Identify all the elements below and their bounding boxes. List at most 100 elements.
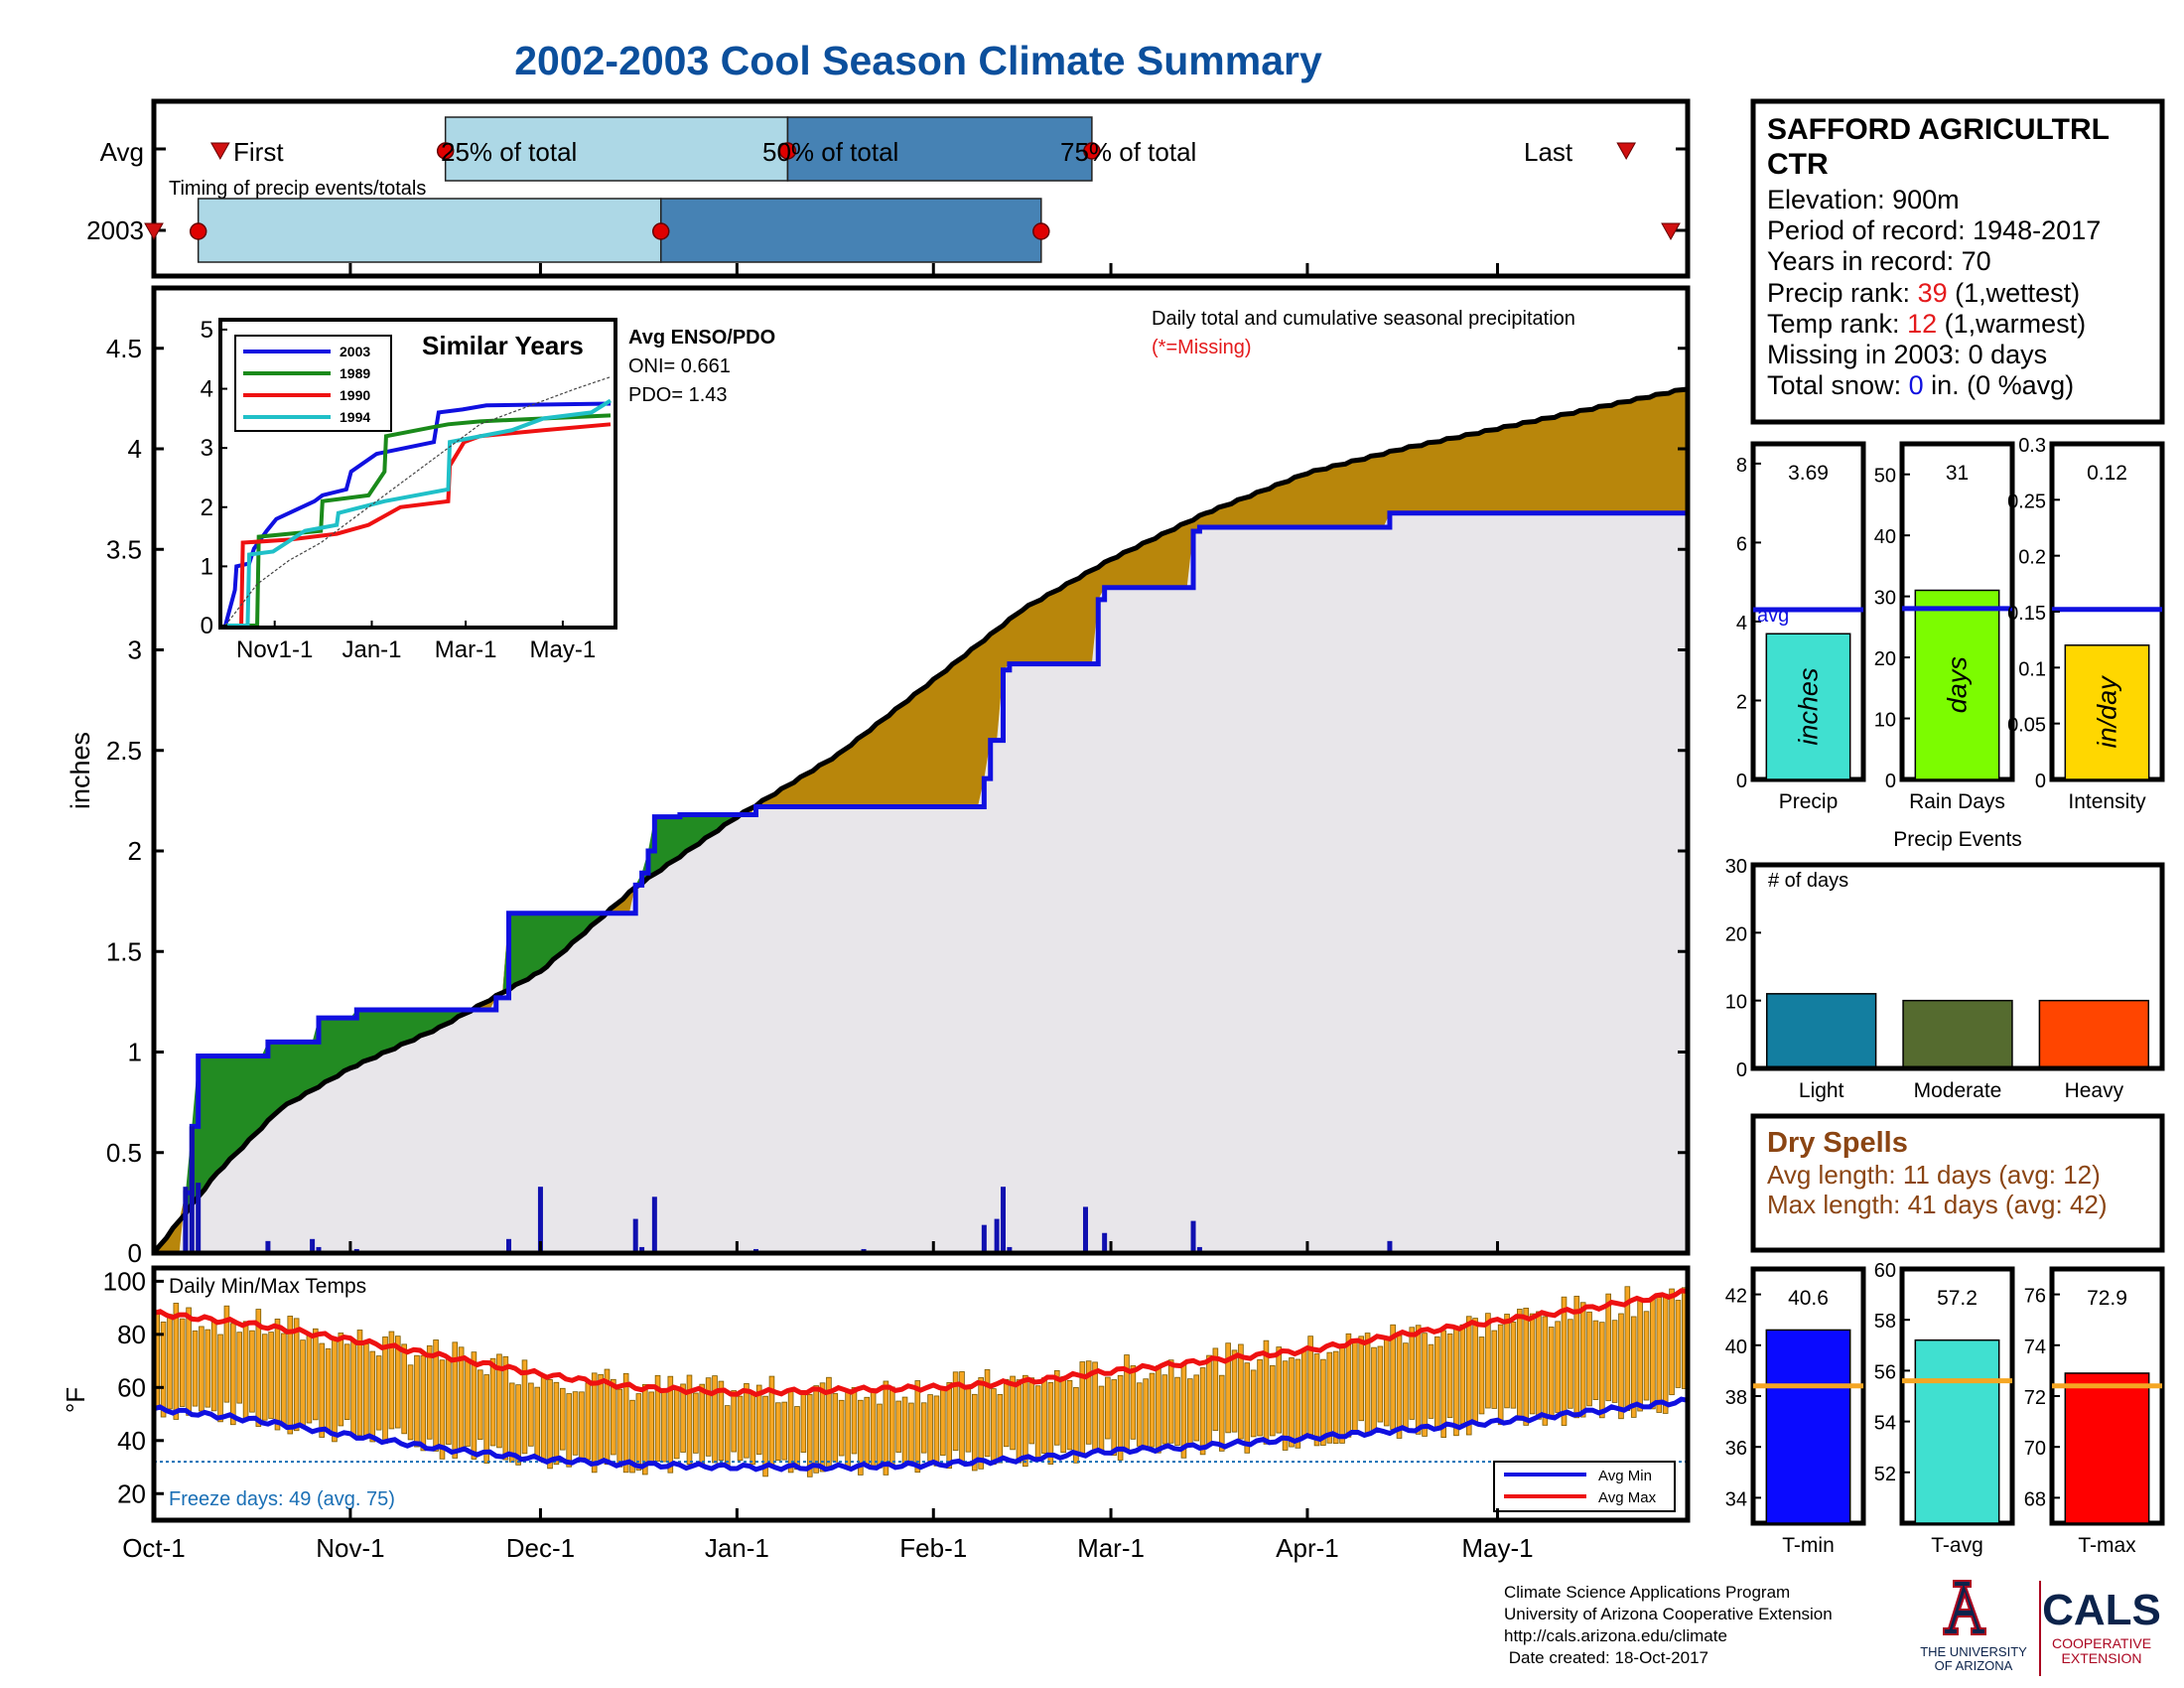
daily-temp-bar xyxy=(1263,1339,1270,1445)
daily-temp-bar xyxy=(585,1382,592,1461)
temp-ylabel: °F xyxy=(61,1387,90,1413)
daily-temp-bar xyxy=(1149,1372,1156,1448)
dry-max-length: Max length: 41 days (avg: 42) xyxy=(1767,1190,2108,1219)
daily-temp-bar xyxy=(1529,1313,1536,1415)
panel-value-label: 72.9 xyxy=(2087,1287,2127,1310)
daily-temp-bar xyxy=(534,1386,541,1457)
month-tick-label: Oct-1 xyxy=(122,1533,186,1563)
daily-temp-bar xyxy=(667,1375,674,1474)
daily-temp-bar xyxy=(230,1323,236,1426)
temperature-panel: 20 40 60 80 100 Daily Min/Max Temps °F Freez… xyxy=(61,1241,1691,1563)
station-precip-rank: Precip rank: 39 (1,wettest) xyxy=(1767,278,2080,308)
daily-temp-bar xyxy=(1675,1300,1682,1388)
daily-temp-bar xyxy=(1066,1379,1073,1451)
panel-y-tick-label: 56 xyxy=(1874,1361,1896,1383)
timing-avg-last-marker xyxy=(1616,142,1637,161)
main-ylabel: inches xyxy=(66,732,95,809)
events-category-label: Light xyxy=(1799,1079,1844,1102)
daily-temp-bar xyxy=(1611,1320,1618,1403)
daily-temp-bar xyxy=(718,1380,725,1462)
daily-temp-bar xyxy=(1073,1386,1079,1464)
daily-temp-bar xyxy=(1105,1376,1111,1440)
daily-temp-bar xyxy=(508,1382,515,1463)
events-y-tick-label: 0 xyxy=(1736,1059,1747,1081)
daily-temp-bar xyxy=(255,1309,262,1427)
daily-temp-bar xyxy=(521,1359,528,1455)
enso-title: Avg ENSO/PDO xyxy=(628,327,775,349)
panel-bar-Rain Days xyxy=(1914,589,2000,780)
daily-temp-bar xyxy=(901,1396,908,1467)
daily-temp-bar xyxy=(1517,1309,1523,1421)
timing-year-bar-q1 xyxy=(197,198,662,263)
daily-temp-bar xyxy=(382,1336,388,1445)
daily-temp-bar xyxy=(1485,1313,1491,1409)
daily-temp-bar xyxy=(1510,1322,1517,1409)
daily-temp-bar xyxy=(1187,1378,1193,1447)
daily-temp-bar xyxy=(1092,1361,1098,1453)
daily-temp-bar xyxy=(1156,1365,1161,1454)
daily-temp-bar xyxy=(971,1393,978,1472)
daily-precip-bar xyxy=(981,1224,987,1253)
inset-series-line-1989 xyxy=(225,413,612,628)
daily-temp-bar xyxy=(210,1319,217,1412)
daily-temp-bar xyxy=(1440,1330,1446,1438)
daily-temp-bar xyxy=(794,1406,800,1471)
station-temp-rank: Temp rank: 12 (1,warmest) xyxy=(1767,309,2086,339)
daily-temp-bar xyxy=(1358,1336,1365,1422)
timing-avg-label: Avg xyxy=(100,137,144,167)
inset-series-line-2003 xyxy=(223,401,612,627)
daily-temp-bar xyxy=(1136,1382,1143,1447)
panel-y-tick-label: 58 xyxy=(1874,1311,1896,1333)
daily-temp-bar xyxy=(1143,1378,1149,1449)
daily-temp-bar xyxy=(496,1353,502,1449)
station-elevation: Elevation: 900m xyxy=(1767,185,1960,214)
daily-precip-bar xyxy=(506,1238,512,1253)
daily-temp-bar xyxy=(1130,1365,1137,1440)
daily-temp-bar xyxy=(1320,1358,1326,1446)
daily-temp-bar xyxy=(1212,1347,1219,1432)
daily-temp-bar xyxy=(1497,1324,1504,1426)
daily-temp-bar xyxy=(858,1399,864,1476)
panel-y-tick-label: 42 xyxy=(1725,1286,1747,1308)
daily-temp-bar xyxy=(813,1385,819,1474)
inset-y-tick-label: 1 xyxy=(201,553,213,580)
university-of-arizona-logo-icon: THE UNIVERSITY OF ARIZONA xyxy=(1920,1580,2027,1673)
daily-temp-bar xyxy=(179,1318,186,1407)
daily-temp-bar xyxy=(1326,1351,1333,1444)
timing-first-label: First xyxy=(233,137,284,167)
inset-legend-label: 2003 xyxy=(340,344,370,359)
footer-line4: Date created: 18-Oct-2017 xyxy=(1504,1648,1708,1667)
daily-temp-bar xyxy=(388,1331,395,1430)
month-tick-label: Feb-1 xyxy=(899,1533,967,1563)
daily-temp-bar xyxy=(1605,1293,1611,1402)
panel-avg-label: avg xyxy=(1757,605,1789,627)
daily-temp-bar xyxy=(1592,1320,1599,1400)
daily-temp-bar xyxy=(261,1334,268,1421)
panel-y-tick-label: 0.05 xyxy=(2007,715,2046,737)
daily-temp-bar xyxy=(845,1392,851,1470)
events-y-tick-label: 30 xyxy=(1725,856,1747,878)
timing-avg-p25-marker xyxy=(436,142,455,160)
daily-precip-bar xyxy=(265,1240,271,1253)
temp-title: Daily Min/Max Temps xyxy=(169,1275,366,1298)
daily-temp-bar xyxy=(173,1303,180,1420)
daily-temp-bar xyxy=(369,1350,376,1443)
daily-precip-bar xyxy=(1000,1187,1006,1253)
temp-frame xyxy=(151,1265,1691,1523)
daily-temp-bar xyxy=(908,1402,914,1467)
daily-temp-bar xyxy=(1555,1321,1561,1413)
daily-temp-bar xyxy=(883,1380,889,1476)
timing-year-first-marker xyxy=(144,222,164,241)
station-period: Period of record: 1948-2017 xyxy=(1767,215,2101,245)
daily-temp-bar xyxy=(978,1377,984,1470)
temp-y-ticks: 20 40 60 80 100 xyxy=(103,1266,164,1508)
panel-y-tick-label: 0.3 xyxy=(2018,435,2046,457)
ua-logo-text1: THE UNIVERSITY xyxy=(1920,1644,2027,1659)
daily-precip-bar xyxy=(1007,1246,1013,1253)
main-missing-note: (*=Missing) xyxy=(1152,337,1252,358)
dry-frame xyxy=(1750,1113,2165,1253)
daily-precip-bar xyxy=(1102,1232,1108,1253)
daily-temp-bar xyxy=(414,1354,420,1448)
panel-y-tick-label: 0.25 xyxy=(2007,491,2046,512)
inset-x-tick-label: May-1 xyxy=(530,636,597,663)
